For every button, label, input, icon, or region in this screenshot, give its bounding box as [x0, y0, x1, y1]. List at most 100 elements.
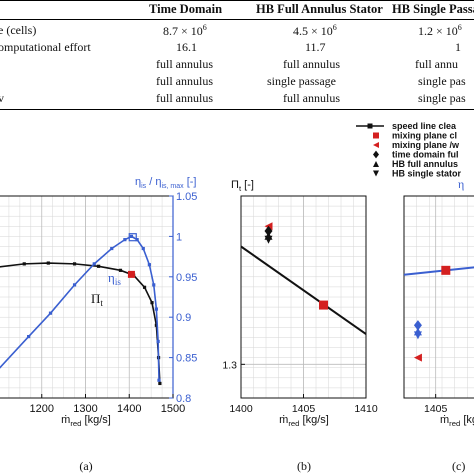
eta-point: [156, 339, 160, 344]
panel-label: (b): [297, 459, 311, 473]
x-tick-label: 1405: [292, 403, 316, 415]
table-header-hb-full-annulus: HB Full Annulus Stator: [256, 2, 383, 16]
legend-entry-label: mixing plane /w: [392, 140, 460, 150]
table-cell: full annulus: [156, 91, 213, 105]
table-cell: 8.7 × 106: [163, 23, 207, 38]
table-row-label: omputational effort: [0, 40, 91, 54]
data-point: [264, 235, 273, 244]
table-cell: full annulus: [283, 57, 340, 71]
highlight-point: [128, 233, 137, 242]
pi-series-line: [0, 262, 161, 384]
x-axis-title: ṁred [kg/s]: [279, 414, 329, 428]
eta-point: [157, 378, 161, 382]
panel-label: (c): [452, 459, 465, 473]
legend-marker-icon: [367, 123, 373, 129]
table-cell: 11.7: [305, 40, 326, 54]
x-axis-title: ṁred [kg/s]: [61, 414, 111, 428]
x-tick-label: 1300: [73, 403, 97, 415]
table-cell: single pas: [418, 91, 466, 105]
legend-marker-icon: [373, 170, 379, 177]
y-axis-title: Πt [-]: [231, 179, 254, 193]
legend-entry-label: speed line clea: [392, 121, 457, 131]
table-cell: single passage: [267, 74, 336, 88]
pi-point: [158, 381, 162, 386]
pi-zoom-line: [240, 245, 367, 335]
y2-tick-label: 0.85: [176, 353, 197, 365]
eta-point: [27, 334, 31, 339]
table-top-rule: [0, 0, 474, 1]
eta-point: [141, 246, 145, 251]
eta-zoom-line: [403, 266, 474, 276]
x-tick-label: 1500: [161, 403, 185, 415]
y-axis-title: η: [458, 177, 464, 191]
legend-marker-icon: [373, 142, 379, 148]
table-cell: full annulus: [283, 91, 340, 105]
legend-entry-label: time domain ful: [392, 150, 459, 160]
highlight-point: [127, 270, 135, 278]
legend-marker-icon: [373, 161, 379, 167]
data-point: [413, 320, 422, 331]
y2-tick-label: 0.9: [176, 312, 191, 324]
table-cell: 1: [455, 40, 461, 54]
eta-point: [129, 234, 134, 238]
panel-label: (a): [79, 459, 92, 473]
x-tick-label: 1400: [117, 403, 141, 415]
legend-entry-label: mixing plane cl: [392, 131, 457, 141]
table-cell: single pas: [418, 74, 466, 88]
table-cell: 1.2 × 106: [418, 23, 462, 38]
eta-point: [123, 238, 127, 242]
pi-point: [22, 262, 26, 266]
x-tick-label: 1200: [30, 403, 54, 415]
table-header-rule: [0, 19, 474, 20]
x-axis-title: ṁred [kg/s]: [440, 414, 474, 428]
table-cell: full annulus: [156, 74, 213, 88]
pi-point: [142, 285, 147, 289]
eta-annotation: ηis: [108, 270, 121, 287]
table-header-time-domain: Time Domain: [149, 2, 223, 16]
x-tick-label: 1400: [229, 403, 253, 415]
eta-point: [92, 262, 96, 266]
table-bottom-rule: [0, 109, 474, 110]
pi-point: [118, 268, 123, 272]
y-tick-label: 1.3: [222, 359, 237, 371]
y2-tick-label: 0.8: [176, 393, 191, 405]
x-tick-label: 1405: [424, 403, 448, 415]
comparison-table: Time Domain HB Full Annulus Stator HB Si…: [0, 0, 474, 110]
legend-entry-label: HB full annulus: [392, 159, 458, 169]
plot-frame: [403, 195, 474, 399]
eta-point: [135, 238, 139, 242]
pi-annotation: Πt: [91, 291, 103, 308]
x-tick-label: 1410: [354, 403, 378, 415]
eta-point: [147, 263, 151, 267]
pi-point: [46, 261, 50, 265]
data-point: [319, 300, 328, 310]
data-point: [264, 225, 273, 237]
data-point: [413, 331, 422, 340]
data-point: [413, 353, 422, 362]
panel-b: 1400 1405 1410 1.3 Πt [-] ṁred [kg/s] (b): [222, 179, 377, 473]
table-row-label: v: [0, 91, 4, 105]
legend-marker-icon: [373, 132, 379, 139]
table-cell: 16.1: [176, 40, 197, 54]
y2-tick-label: 1.05: [176, 191, 197, 203]
pi-point: [154, 323, 158, 327]
table-row-label: e (cells): [0, 23, 37, 37]
pi-point: [97, 264, 101, 268]
table-header-hb-single-passage: HB Single Passa: [392, 2, 474, 16]
panel-c: 1405 η ṁred [kg/s] (c): [403, 177, 474, 473]
eta-point: [72, 283, 77, 287]
table-cell: full annulus: [156, 57, 213, 71]
table-cell: 4.5 × 106: [293, 23, 337, 38]
y2-tick-label: 1: [176, 231, 182, 243]
y2-axis-title: ηis / ηis, max [-]: [135, 176, 197, 190]
eta-point: [154, 307, 158, 311]
eta-point: [152, 283, 156, 287]
y2-tick-label: 0.95: [176, 272, 197, 284]
eta-point: [110, 246, 114, 251]
table-cell: full annu: [415, 57, 458, 71]
data-point: [441, 265, 451, 275]
pi-point: [72, 262, 77, 266]
